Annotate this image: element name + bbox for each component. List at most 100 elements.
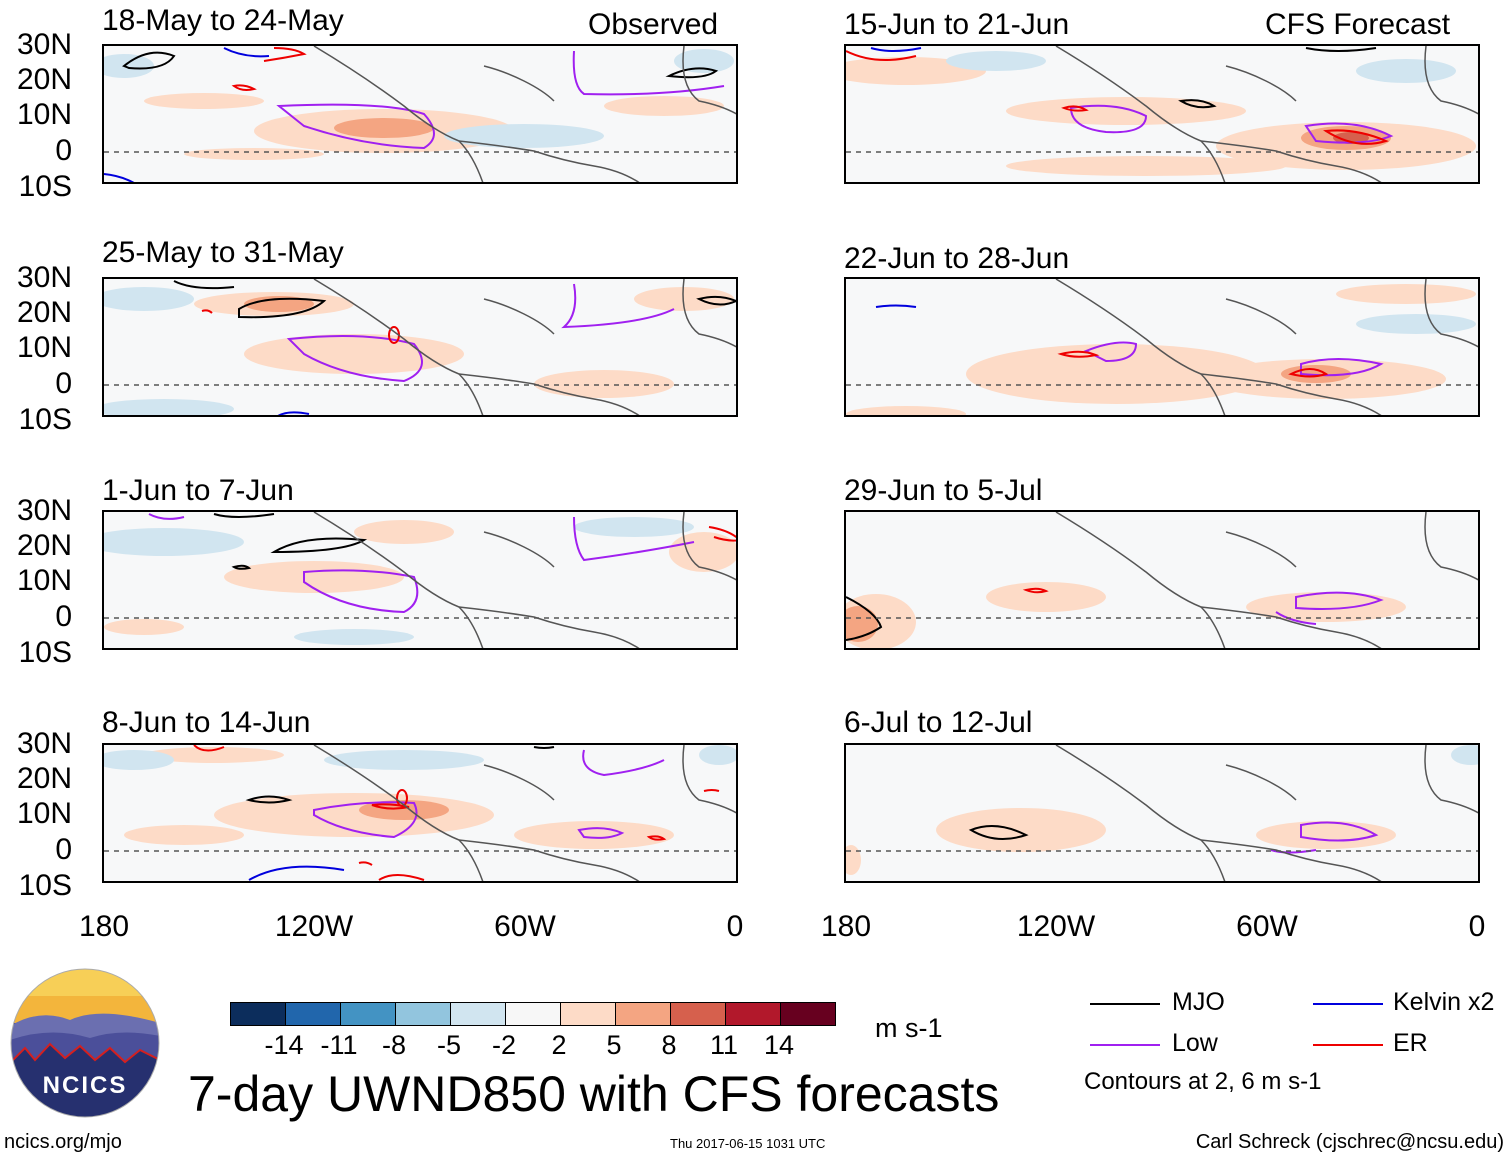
footer-url[interactable]: ncics.org/mjo — [4, 1131, 122, 1153]
colorbar-swatch — [450, 1002, 506, 1026]
x-tick-label: 120W — [274, 910, 354, 943]
er-contour — [201, 309, 213, 314]
panel-title: 15-Jun to 21-Jun — [844, 8, 1070, 41]
colorbar-swatch — [615, 1002, 671, 1026]
legend-swatch-mjo — [1090, 1003, 1160, 1005]
coastline — [1055, 279, 1478, 415]
panel-tag-forecast: CFS Forecast — [1265, 8, 1451, 41]
panel-tag-observed: Observed — [588, 8, 719, 41]
mjo-contour — [245, 795, 293, 804]
map-panel — [844, 44, 1480, 184]
colorbar-label: -2 — [491, 1030, 517, 1060]
er-contour — [646, 835, 667, 841]
negative-anomaly-shading — [1451, 745, 1478, 765]
wind-anomaly-map — [846, 46, 1478, 184]
y-tick-label: 20N — [16, 296, 72, 329]
low-contour — [148, 513, 185, 520]
panel-title: 22-Jun to 28-Jun — [844, 242, 1070, 275]
negative-anomaly-shading — [1356, 314, 1476, 334]
stronger-anomaly — [244, 296, 314, 312]
er-contour — [703, 789, 720, 792]
wind-anomaly-map — [846, 512, 1478, 648]
panel-title: 6-Jul to 12-Jul — [844, 706, 1033, 739]
map-panel — [844, 510, 1480, 650]
coastline — [1055, 745, 1478, 881]
er-contour — [358, 861, 373, 866]
panel-title: 1-Jun to 7-Jun — [102, 474, 294, 507]
y-tick-label: 10N — [16, 98, 72, 131]
y-tick-label: 10N — [16, 564, 72, 597]
colorbar-swatch — [725, 1002, 781, 1026]
negative-anomaly-shading — [946, 51, 1456, 83]
mjo-contour — [238, 297, 327, 319]
y-tick-label: 10S — [18, 403, 72, 436]
low-contour — [1069, 104, 1148, 134]
legend-swatch-low — [1090, 1044, 1160, 1046]
kelvin-contour — [223, 47, 270, 58]
coastline — [313, 512, 736, 648]
panel-title: 29-Jun to 5-Jul — [844, 474, 1043, 507]
er-contour — [193, 745, 225, 752]
colorbar-label: -14 — [264, 1030, 304, 1060]
strongest-anomaly — [1333, 132, 1369, 144]
er-contour — [371, 803, 410, 810]
map-panel — [102, 44, 738, 184]
legend-swatch-er — [1313, 1044, 1383, 1046]
negative-anomaly-shading — [104, 287, 234, 415]
wind-anomaly-map — [846, 745, 1478, 881]
mjo-contour — [1178, 99, 1217, 109]
wind-anomaly-map — [104, 512, 736, 648]
contour-note: Contours at 2, 6 m s-1 — [1084, 1068, 1322, 1095]
er-contour — [1071, 183, 1101, 184]
positive-anomaly-shading — [144, 93, 724, 160]
low-contour — [582, 749, 665, 777]
colorbar-swatch — [395, 1002, 451, 1026]
footer-timestamp: Thu 2017-06-15 1031 UTC — [670, 1136, 826, 1151]
y-tick-label: 0 — [55, 833, 72, 866]
footer-credit: Carl Schreck (cjschrec@ncsu.edu) — [1195, 1131, 1504, 1153]
colorbar-units: m s-1 — [875, 1013, 943, 1043]
y-tick-label: 0 — [55, 600, 72, 633]
er-contour — [846, 50, 917, 61]
y-tick-label: 10S — [18, 170, 72, 203]
x-tick-label: 0 — [1468, 910, 1486, 943]
legend-label: Kelvin x2 — [1393, 988, 1495, 1016]
y-tick-label: 10N — [16, 797, 72, 830]
wind-anomaly-map — [846, 279, 1478, 415]
low-contour — [577, 827, 625, 839]
mjo-contour — [968, 825, 1029, 840]
colorbar-label: 14 — [763, 1030, 795, 1060]
low-contour — [1270, 849, 1317, 854]
low-contour — [1295, 591, 1384, 610]
y-tick-label: 10S — [18, 636, 72, 669]
colorbar-label: -11 — [320, 1030, 358, 1060]
x-tick-label: 120W — [1016, 910, 1096, 943]
colorbar-swatch — [285, 1002, 341, 1026]
panel-title: 8-Jun to 14-Jun — [102, 706, 311, 739]
low-contour — [561, 283, 675, 329]
er-contour — [231, 84, 257, 91]
x-tick-label: 60W — [1236, 910, 1298, 943]
er-contour — [708, 526, 736, 542]
colorbar-swatch — [560, 1002, 616, 1026]
x-tick-label: 180 — [78, 910, 130, 943]
y-tick-label: 30N — [16, 261, 72, 294]
legend-label: ER — [1393, 1029, 1428, 1057]
kelvin-contour — [104, 173, 135, 182]
y-tick-label: 20N — [16, 529, 72, 562]
y-tick-label: 30N — [16, 28, 72, 61]
y-tick-label: 0 — [55, 134, 72, 167]
er-contour — [1022, 587, 1049, 594]
er-contour — [1323, 129, 1389, 145]
mjo-contour — [846, 596, 883, 641]
y-tick-label: 30N — [16, 727, 72, 760]
colorbar-swatch — [505, 1002, 561, 1026]
low-contour — [1275, 611, 1317, 625]
wind-anomaly-map — [104, 745, 736, 881]
stronger-anomaly — [334, 118, 434, 138]
colorbar-label: 8 — [661, 1030, 677, 1060]
kelvin-contour — [248, 865, 345, 881]
er-contour — [1288, 368, 1329, 378]
er-contour — [263, 47, 307, 62]
coastline — [1055, 512, 1478, 648]
